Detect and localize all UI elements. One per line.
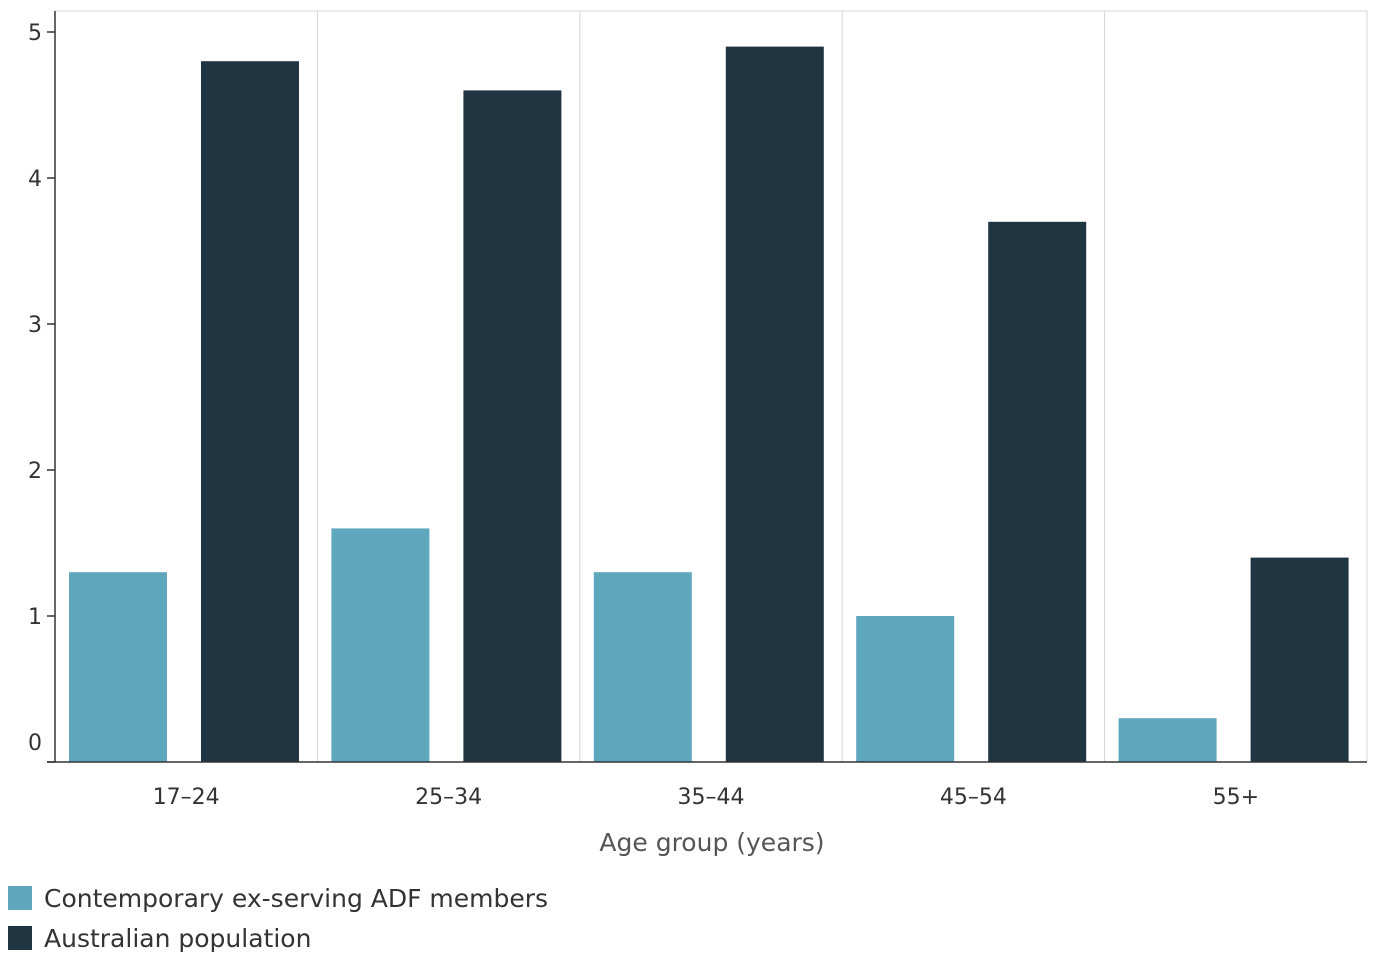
bar-ex-serving-2[interactable] bbox=[331, 528, 430, 762]
bar-ex-serving-4[interactable] bbox=[856, 616, 955, 762]
y-tick-label: 2 bbox=[28, 459, 42, 484]
y-tick-label: 3 bbox=[28, 313, 42, 338]
bars-layer bbox=[69, 46, 1349, 763]
bar-chart: 0 1 2 3 4 5 17–24 25–34 35–44 45–54 55+ Age group… bbox=[28, 10, 1368, 857]
y-tick-label: 0 bbox=[28, 731, 42, 756]
x-tick-label: 55+ bbox=[1213, 785, 1259, 810]
x-axis-title: Age group (years) bbox=[599, 828, 824, 857]
bar-ex-serving-3[interactable] bbox=[593, 572, 692, 762]
x-tick-label: 17–24 bbox=[153, 785, 220, 810]
legend: Contemporary ex-serving ADF members Aust… bbox=[8, 878, 548, 958]
bar-australian-population-2[interactable] bbox=[463, 90, 562, 762]
legend-swatch-australian-population bbox=[8, 926, 32, 950]
x-axis-ticks: 17–24 25–34 35–44 45–54 55+ bbox=[153, 785, 1259, 810]
y-tick-label: 1 bbox=[28, 605, 42, 630]
legend-label-australian-population: Australian population bbox=[44, 923, 312, 953]
legend-item-ex-serving[interactable]: Contemporary ex-serving ADF members bbox=[8, 878, 548, 918]
axes-layer bbox=[47, 11, 1367, 763]
legend-label-ex-serving: Contemporary ex-serving ADF members bbox=[44, 883, 549, 913]
y-tick-label: 5 bbox=[28, 21, 42, 46]
x-tick-label: 35–44 bbox=[678, 785, 745, 810]
legend-swatch-ex-serving bbox=[8, 886, 32, 910]
grid-layer bbox=[55, 10, 1368, 762]
bar-australian-population-4[interactable] bbox=[988, 221, 1087, 763]
bar-ex-serving-1[interactable] bbox=[69, 572, 167, 762]
y-tick-label: 4 bbox=[28, 167, 42, 192]
bar-australian-population-1[interactable] bbox=[201, 61, 299, 762]
bar-ex-serving-5[interactable] bbox=[1118, 718, 1217, 762]
bar-australian-population-5[interactable] bbox=[1250, 557, 1349, 762]
x-tick-label: 25–34 bbox=[415, 785, 482, 810]
x-tick-label: 45–54 bbox=[940, 785, 1007, 810]
y-axis-ticks: 0 1 2 3 4 5 bbox=[28, 21, 55, 763]
legend-item-australian-population[interactable]: Australian population bbox=[8, 918, 548, 958]
bar-australian-population-3[interactable] bbox=[725, 46, 824, 763]
